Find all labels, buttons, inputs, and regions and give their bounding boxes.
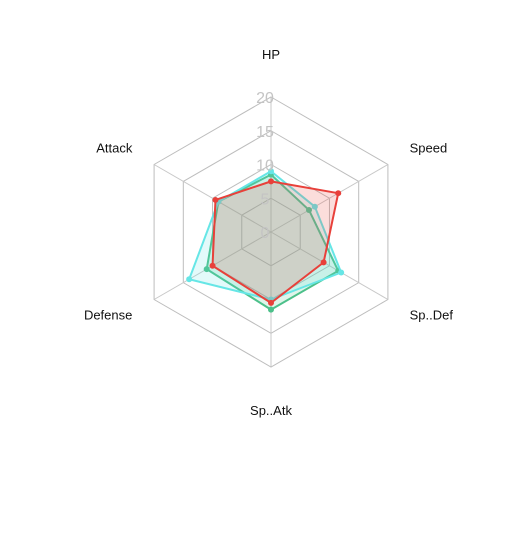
- tick-label-20: 20: [256, 90, 274, 107]
- axis-label-sp-atk: Sp..Atk: [250, 403, 292, 418]
- axis-label-sp-def: Sp..Def: [410, 308, 454, 323]
- tick-label-15: 15: [256, 124, 274, 141]
- axis-label-hp: HP: [262, 47, 280, 62]
- series-0-point-defense: [203, 266, 210, 273]
- axis-labels: HP Speed Sp..Def Sp..Atk Defense Attack: [84, 47, 453, 418]
- radar-series: [186, 168, 345, 313]
- series-1-point-sp-def: [338, 269, 345, 276]
- series-2-point-sp-def: [320, 259, 327, 266]
- tick-label-5: 5: [261, 191, 270, 208]
- radar-grid: [153, 96, 389, 368]
- grid-spoke-speed: [270, 164, 389, 233]
- series-2-point-defense: [209, 262, 216, 269]
- series-2-point-speed: [335, 190, 342, 197]
- tick-label-0: 0: [261, 225, 270, 242]
- series-0-point-speed: [306, 207, 312, 214]
- series-2-point-attack: [212, 196, 219, 203]
- series-2-point-sp-atk: [268, 299, 274, 306]
- series-2-point-hp: [268, 178, 274, 185]
- series-1-point-defense: [186, 276, 193, 283]
- series-1-point-speed: [311, 203, 318, 210]
- grid-spoke-sp-def: [270, 231, 389, 300]
- grid-spoke-attack: [153, 164, 272, 233]
- axis-label-speed: Speed: [410, 141, 448, 156]
- axis-label-defense: Defense: [84, 308, 132, 323]
- tick-label-10: 10: [256, 158, 274, 175]
- axis-label-attack: Attack: [96, 141, 133, 156]
- series-1-point-hp: [268, 168, 274, 175]
- series-0-point-sp-atk: [268, 306, 274, 313]
- radial-tick-labels: 0 5 10 15 20: [256, 90, 274, 242]
